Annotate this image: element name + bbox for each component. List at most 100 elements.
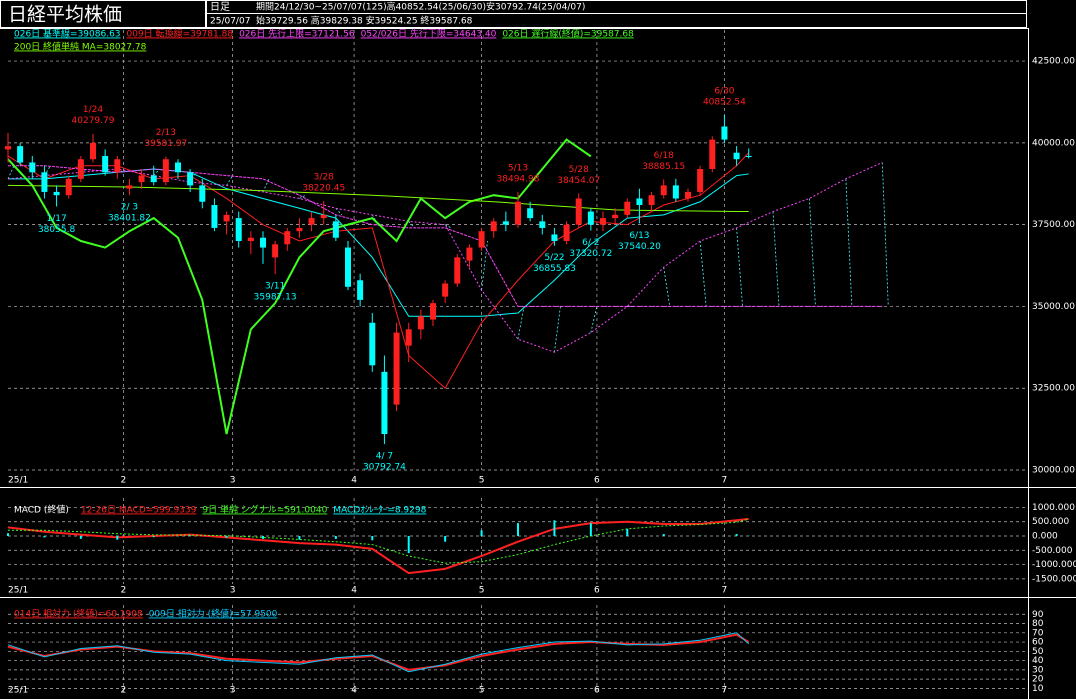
annotation-price: 35987.13 (254, 293, 297, 303)
candle-body (199, 185, 206, 202)
y-tick-label: 42500.00 (1032, 57, 1075, 67)
x-tick-label: 2 (120, 476, 126, 486)
series-line (7, 633, 750, 671)
x-tick-label: 6 (594, 586, 600, 596)
annotation-date: 6/30 (714, 86, 734, 96)
histogram-bar (371, 536, 374, 541)
annotation-price: 36855.83 (533, 264, 576, 274)
candle-body (648, 195, 655, 206)
histogram-bar (298, 536, 301, 540)
histogram-bar (79, 536, 82, 539)
x-tick-label: 5 (479, 586, 485, 596)
x-tick-label: 25/1 (8, 476, 28, 486)
candle-body (430, 303, 436, 320)
candle-body (162, 159, 169, 183)
histogram-bar (7, 533, 9, 536)
candle-body (357, 280, 364, 300)
candle-body (381, 371, 388, 435)
candle-body (114, 159, 121, 173)
annotation-price: 39581.97 (144, 139, 187, 149)
y-tick-label: -1500.000 (1032, 574, 1076, 584)
y-tick-label: 35000.00 (1032, 302, 1075, 312)
candle-body (29, 162, 36, 173)
x-tick-label: 4 (351, 476, 357, 486)
candle-body (211, 205, 218, 228)
cloud-hatch (299, 194, 306, 199)
annotation-date: 6/ 2 (582, 238, 599, 248)
y-tick-label: 80 (1032, 619, 1044, 629)
x-tick-label: 6 (594, 476, 600, 486)
annotation-price: 38220.45 (302, 184, 345, 194)
period: 期間24/12/30~25/07/07(125)高40852.54(25/06/… (256, 1, 585, 13)
x-tick-label: 3 (230, 686, 236, 696)
x-tick-label: 7 (722, 586, 728, 596)
cloud-hatch (590, 306, 598, 333)
legend-entry: 9日 単純 シグナル=591.0040 (202, 504, 327, 516)
histogram-bar (43, 536, 46, 538)
histogram-bar (262, 536, 264, 539)
candle-body (685, 191, 691, 199)
annotation-date: 5/13 (508, 164, 528, 174)
candle-body (490, 221, 497, 232)
candle-body (478, 231, 485, 248)
candle-body (77, 159, 84, 179)
candle-body (721, 126, 728, 140)
candle-body (393, 332, 400, 405)
candle-body (53, 191, 60, 196)
y-tick-label: 30 (1032, 665, 1044, 675)
annotation-date: 3/28 (314, 173, 334, 183)
period-type: 日足 (210, 1, 230, 13)
series-line (7, 517, 749, 575)
candle-body (466, 247, 473, 261)
y-tick-label: 40000.00 (1032, 138, 1075, 148)
candle-body (600, 218, 606, 225)
x-tick-label: 2 (120, 686, 126, 696)
candle-body (417, 316, 424, 330)
x-tick-label: 6 (594, 686, 600, 696)
histogram-bar (334, 536, 337, 539)
date: 25/07/07 (210, 17, 250, 27)
legend-entry: 026日 先行上限=37121.56 (239, 28, 355, 40)
cloud-hatch (699, 240, 707, 307)
candle-body (369, 322, 376, 366)
histogram-bar (116, 536, 119, 540)
candle-body (284, 231, 291, 245)
x-tick-label: 25/1 (8, 586, 28, 596)
annotation-price: 38055.8 (38, 225, 75, 235)
annotation-price: 38885.15 (642, 162, 685, 172)
series-line (7, 152, 750, 390)
candle-body (733, 152, 740, 160)
annotation-date: 4/ 7 (376, 452, 393, 462)
y-tick-label: 32500.00 (1032, 384, 1075, 394)
legend-entry: 026日 基準線=39086.63 (14, 28, 121, 40)
candle-body (660, 185, 667, 196)
y-tick-label: -1000.000 (1032, 560, 1076, 570)
candle-body (745, 155, 752, 157)
annotation-date: 2/ 3 (121, 203, 138, 213)
candle-body (150, 175, 157, 183)
annotation-date: 5/28 (569, 165, 589, 175)
candle-body (442, 283, 449, 297)
cloud-hatch (517, 306, 525, 340)
y-tick-label: 90 (1032, 610, 1044, 620)
cloud-hatch (153, 168, 161, 176)
candle-body (612, 214, 619, 219)
cloud-hatch (881, 162, 889, 307)
histogram-bar (699, 535, 702, 536)
series-line (8, 518, 749, 564)
x-tick-label: 25/1 (8, 686, 28, 696)
candle-body (5, 146, 11, 150)
annotation-date: 6/13 (629, 231, 649, 241)
histogram-bar (189, 535, 192, 536)
cloud-hatch (554, 306, 561, 353)
title-box (0, 0, 206, 28)
candle-body (247, 237, 254, 242)
legend-entry: 12-26日 MACD=599.9339 (81, 505, 197, 516)
histogram-bar (152, 536, 155, 538)
histogram-bar (517, 523, 519, 536)
annotation-price: 38494.98 (497, 175, 540, 185)
cloud-hatch (408, 221, 416, 229)
annotation-date: 6/18 (654, 151, 674, 161)
cloud-hatch (444, 224, 452, 229)
